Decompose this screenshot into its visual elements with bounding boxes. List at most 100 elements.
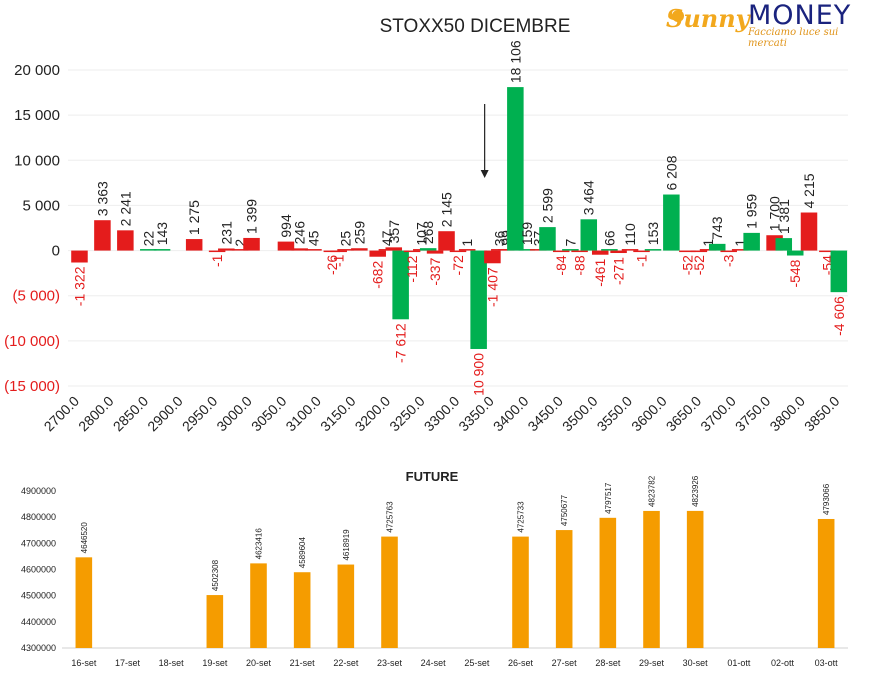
x-tick-label: 3350.0 (455, 393, 497, 435)
bar-label: 143 (154, 222, 170, 246)
bar (699, 249, 717, 251)
bar-label: 7 (562, 239, 578, 247)
x-tick-label: 3300.0 (421, 393, 463, 435)
bar-label: 4 215 (801, 173, 817, 208)
future-chart: FUTURE 4900000 4800000 4700000 4600000 450000… (21, 469, 848, 668)
future-title: FUTURE (406, 469, 459, 484)
future-bar-label: 4823782 (648, 475, 657, 507)
x-tick-label: 3150.0 (317, 393, 359, 435)
bar-label: -52 (691, 255, 707, 275)
x-tick-label: 3250.0 (386, 393, 428, 435)
bar (507, 87, 524, 251)
future-bar-label: 4623416 (255, 528, 264, 560)
bar (470, 250, 487, 349)
bar-label: 259 (351, 221, 367, 245)
bar-label: 2 241 (117, 191, 133, 226)
bar (231, 249, 249, 251)
bar-label: 1 (459, 239, 475, 247)
future-x-tick-label: 25-set (464, 658, 490, 668)
bar (208, 250, 226, 253)
bar-label: 1 700 (767, 196, 783, 231)
logo-sunny-text: Sunny (666, 4, 750, 33)
bar-label: 66 (601, 230, 617, 246)
future-y-tick-label: 4900000 (21, 486, 56, 496)
future-bar (250, 563, 267, 648)
bar (117, 230, 134, 251)
bar-label: 107 (413, 222, 429, 246)
future-bar (512, 536, 529, 648)
bar (369, 250, 386, 257)
bar (800, 212, 818, 251)
bar-label: 110 (622, 223, 638, 246)
x-tick-label: 2900.0 (144, 393, 186, 435)
bar (497, 249, 515, 251)
future-bar-label: 4502308 (211, 559, 220, 591)
bar-label: -1 407 (484, 267, 500, 307)
y-tick-label: 10 000 (14, 152, 60, 169)
bar-label: 3 464 (581, 180, 597, 215)
bar-label: 22 (140, 231, 156, 247)
y-tick-label: (5 000) (12, 288, 60, 305)
bar-label: 268 (420, 221, 436, 245)
y-tick-label: 20 000 (14, 62, 60, 79)
x-tick-label: 3750.0 (732, 393, 774, 435)
sun-icon (672, 10, 684, 22)
bar (552, 250, 570, 253)
bar-label: 10 900 (471, 353, 487, 396)
future-x-tick-label: 23-set (377, 658, 403, 668)
bar-label: -682 (370, 261, 386, 289)
bar (690, 250, 708, 253)
bar (426, 250, 444, 254)
bar (663, 194, 680, 251)
bar (305, 249, 322, 251)
bar (153, 249, 171, 251)
x-tick-label: 2800.0 (75, 393, 117, 435)
x-tick-label: 3650.0 (663, 393, 705, 435)
bar (449, 250, 467, 253)
chart-title: STOXX50 DICEMBRE (380, 16, 571, 37)
y-tick-label: 0 (52, 243, 60, 260)
x-tick-label: 2700.0 (41, 393, 83, 435)
future-bar (643, 510, 660, 648)
bar-label: -1 (209, 254, 225, 267)
bar-label: -112 (404, 255, 420, 282)
x-tick-label: 3500.0 (559, 393, 601, 435)
bar-label: -337 (427, 257, 443, 285)
future-x-tick-label: 18-set (159, 658, 185, 668)
bar-label: -1 322 (71, 266, 87, 306)
bar (786, 250, 804, 256)
bar-label: 246 (292, 221, 308, 245)
x-tick-label: 3450.0 (524, 393, 566, 435)
bar (539, 227, 556, 251)
bar-label: 1 (700, 239, 716, 247)
bar-label: -26 (324, 255, 340, 275)
bar-label: 159 (519, 222, 535, 246)
bar-label: 25 (338, 231, 354, 247)
bar (330, 250, 347, 253)
future-x-tick-label: 24-set (421, 658, 447, 668)
bar (633, 250, 650, 253)
bar (484, 250, 501, 264)
bar (243, 237, 260, 251)
future-x-tick-label: 29-set (639, 658, 665, 668)
future-x-tick-label: 26-set (508, 658, 534, 668)
bar (351, 248, 368, 251)
y-tick-label: 15 000 (14, 107, 60, 124)
bar-label: 2 145 (439, 192, 455, 227)
bar-label: 47 (379, 230, 395, 246)
bar (438, 231, 455, 251)
future-bar-label: 4797517 (604, 482, 613, 514)
future-bar (75, 557, 93, 648)
bar-label: 357 (386, 220, 402, 244)
bar-label: -271 (611, 257, 627, 285)
future-x-tick-label: 20-set (246, 658, 272, 668)
bar-label: 1 959 (744, 194, 760, 229)
bar-label: 18 106 (507, 40, 523, 83)
bar (392, 250, 409, 320)
bar (580, 219, 598, 251)
future-x-tick-label: 30-set (683, 658, 709, 668)
x-tick-label: 3550.0 (594, 393, 636, 435)
bar-label: -4 606 (831, 296, 847, 336)
bar (775, 238, 793, 251)
bar-label: -461 (592, 259, 608, 287)
